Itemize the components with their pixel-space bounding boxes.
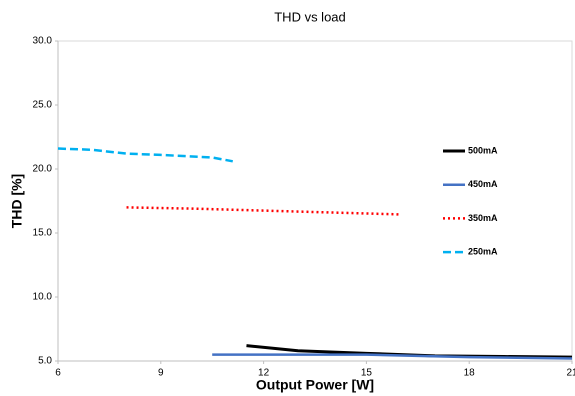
y-tick-label: 30.0 <box>33 36 53 47</box>
chart-title: THD vs load <box>274 9 346 24</box>
x-tick-label: 6 <box>55 368 61 379</box>
line <box>126 206 401 216</box>
legend-label: 500mA <box>468 145 498 155</box>
x-tick-label: 9 <box>158 368 164 379</box>
y-tick-label: 20.0 <box>33 164 53 175</box>
x-tick-label: 12 <box>258 368 270 379</box>
y-tick-label: 25.0 <box>33 100 53 111</box>
legend-label: 350mA <box>468 213 498 223</box>
x-tick-label: 15 <box>361 368 373 379</box>
x-tick-label: 18 <box>464 368 476 379</box>
legend-label: 250mA <box>468 246 498 256</box>
y-axis-label: THD [%] <box>9 174 25 228</box>
y-tick-label: 15.0 <box>33 228 53 239</box>
y-tick-label: 10.0 <box>33 292 53 303</box>
legend-label: 450mA <box>468 179 498 189</box>
line <box>212 353 573 360</box>
y-tick-label: 5.0 <box>38 356 52 367</box>
x-axis-label: Output Power [W] <box>256 377 374 393</box>
plot-frame <box>57 40 573 362</box>
line <box>57 147 233 163</box>
x-tick-label: 21 <box>566 368 575 379</box>
